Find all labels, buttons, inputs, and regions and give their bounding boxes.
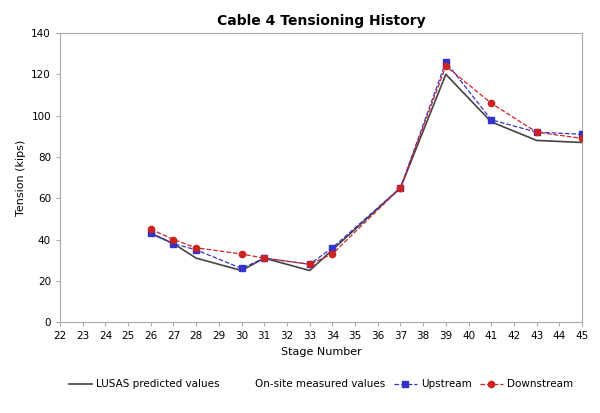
X-axis label: Stage Number: Stage Number — [281, 347, 361, 357]
Y-axis label: Tension (kips): Tension (kips) — [16, 140, 26, 216]
Legend: LUSAS predicted values, On-site measured values, Upstream, Downstream: LUSAS predicted values, On-site measured… — [69, 380, 573, 389]
Title: Cable 4 Tensioning History: Cable 4 Tensioning History — [217, 14, 425, 28]
